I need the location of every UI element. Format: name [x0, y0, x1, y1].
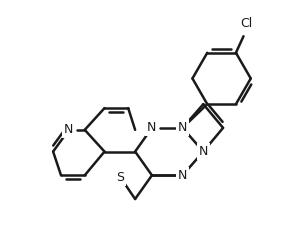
- Text: N: N: [147, 121, 157, 134]
- Text: N: N: [199, 145, 208, 158]
- Text: N: N: [178, 169, 187, 182]
- Text: Cl: Cl: [241, 17, 253, 30]
- Text: N: N: [178, 121, 187, 134]
- Text: N: N: [64, 123, 74, 136]
- Text: S: S: [116, 171, 124, 184]
